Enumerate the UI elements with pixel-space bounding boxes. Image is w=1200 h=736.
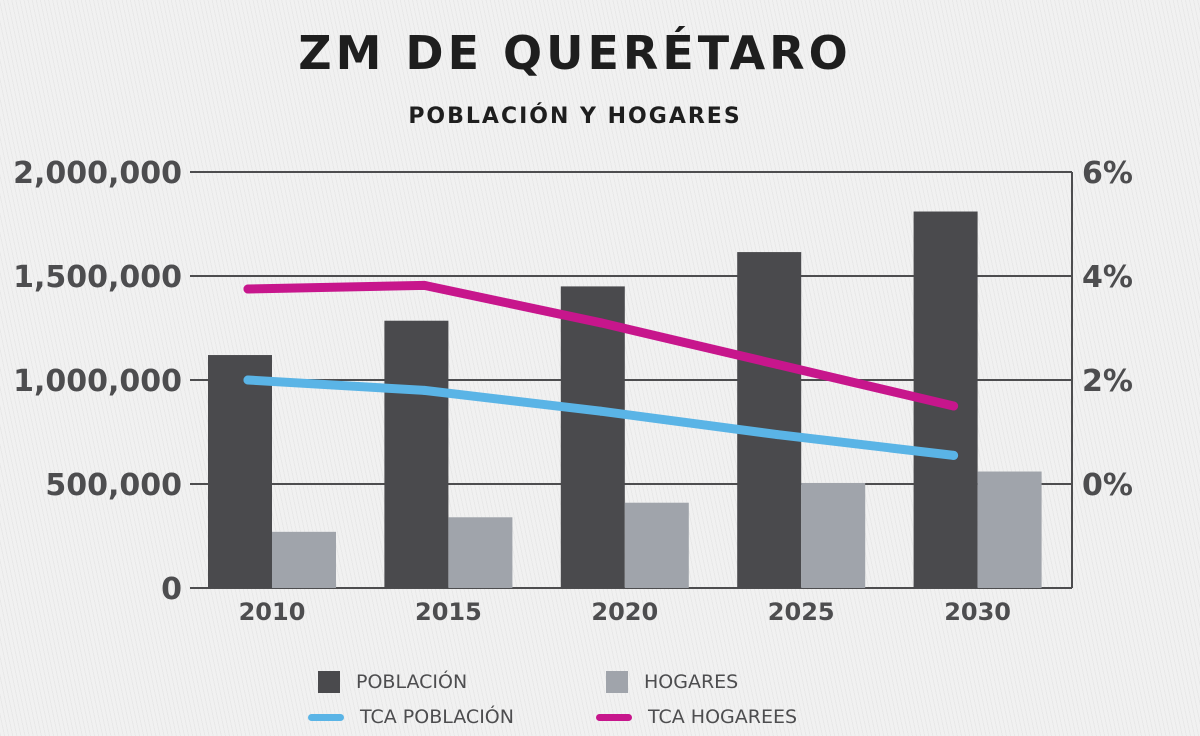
- legend-swatch-tca-hogares: [596, 713, 632, 721]
- y-tick-label: 2,000,000: [13, 156, 182, 191]
- x-tick-label: 2020: [591, 598, 658, 626]
- chart-subtitle: POBLACIÓN Y HOGARES: [408, 104, 742, 129]
- tca-hogares-point-2030: [949, 401, 959, 411]
- legend-swatch-poblacion: [318, 671, 340, 693]
- legend-tca-poblacion: TCA POBLACIÓN: [308, 706, 514, 728]
- tca-poblacion-point-2020: [596, 406, 606, 416]
- legend-label-tca-hogares: TCA HOGAREES: [648, 706, 798, 728]
- y2-tick-label: 2%: [1082, 364, 1133, 399]
- bar-poblacion-2025: [737, 252, 802, 588]
- bar-hogares-2020: [624, 502, 689, 588]
- legend-hogares: HOGARES: [606, 671, 738, 693]
- bar-hogares-2030: [977, 471, 1042, 588]
- legend-swatch-hogares: [606, 671, 628, 693]
- tca-hogares-point-2020: [596, 318, 606, 328]
- tca-hogares-point-2010: [243, 284, 253, 294]
- y-tick-label: 500,000: [45, 468, 182, 503]
- legend-label-hogares: HOGARES: [644, 671, 739, 693]
- bar-hogares-2025: [801, 482, 866, 588]
- legend-tca-hogares: TCA HOGAREES: [596, 706, 797, 728]
- y2-tick-label: 0%: [1082, 468, 1133, 503]
- legend-swatch-tca-poblacion: [308, 713, 344, 721]
- bar-poblacion-2015: [384, 320, 449, 588]
- x-tick-label: 2030: [944, 598, 1011, 626]
- bar-hogares-2010: [272, 531, 336, 588]
- tca-poblacion-point-2010: [243, 375, 253, 385]
- legend-poblacion: POBLACIÓN: [318, 671, 467, 693]
- tca-hogares-point-2025: [772, 359, 782, 369]
- y-tick-label: 1,500,000: [13, 260, 182, 295]
- bar-poblacion-2010: [208, 355, 272, 588]
- x-tick-label: 2010: [239, 598, 306, 626]
- chart-title: ZM DE QUERÉTARO: [298, 26, 852, 80]
- tca-poblacion-point-2015: [419, 385, 429, 395]
- y2-tick-label: 6%: [1082, 156, 1133, 191]
- x-tick-label: 2015: [415, 598, 482, 626]
- tca-poblacion-point-2025: [772, 430, 782, 440]
- bar-poblacion-2020: [560, 286, 625, 588]
- legend-label-tca-poblacion: TCA POBLACIÓN: [360, 706, 514, 728]
- legend-label-poblacion: POBLACIÓN: [356, 671, 468, 693]
- x-tick-label: 2025: [768, 598, 835, 626]
- y-tick-label: 0: [161, 572, 182, 607]
- tca-hogares-point-2015: [419, 280, 429, 290]
- bar-hogares-2015: [448, 517, 513, 588]
- tca-poblacion-point-2030: [949, 450, 959, 460]
- y2-tick-label: 4%: [1082, 260, 1133, 295]
- y-tick-label: 1,000,000: [13, 364, 182, 399]
